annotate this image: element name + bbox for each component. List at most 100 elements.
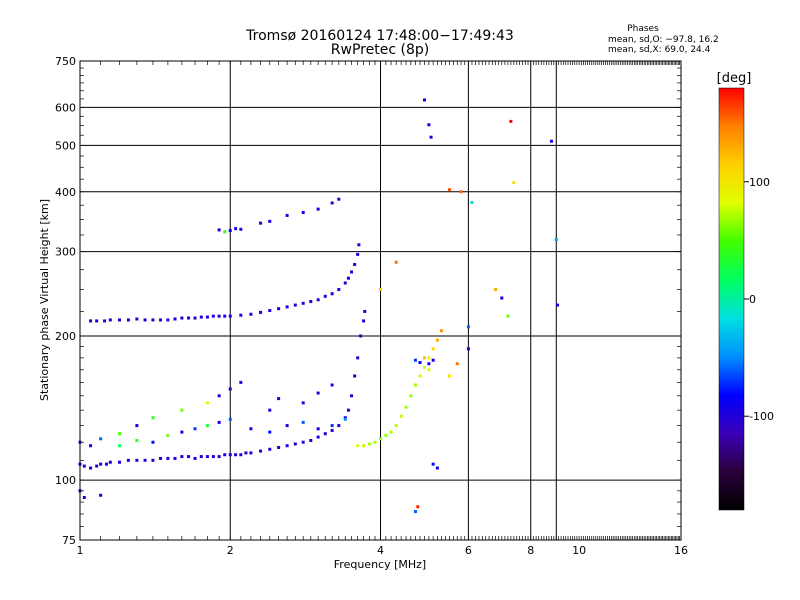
data-point xyxy=(555,303,559,307)
data-point xyxy=(431,347,435,351)
data-point xyxy=(234,227,238,231)
data-point xyxy=(404,405,408,409)
data-point xyxy=(108,460,112,464)
data-point xyxy=(373,440,377,444)
chart-subtitle: RwPretec (8p) xyxy=(331,42,429,58)
data-point xyxy=(223,314,227,318)
data-point xyxy=(205,401,209,405)
data-point xyxy=(301,211,305,215)
data-point xyxy=(268,430,272,434)
data-point xyxy=(151,416,155,420)
x-tick-label: 6 xyxy=(465,544,472,557)
data-point xyxy=(285,444,289,448)
data-point xyxy=(330,292,334,296)
data-point xyxy=(118,318,122,322)
data-point xyxy=(337,288,341,292)
data-point xyxy=(193,456,197,460)
data-point xyxy=(268,408,272,412)
data-point xyxy=(259,221,263,225)
x-tick-label: 1 xyxy=(77,544,84,557)
data-point xyxy=(500,296,504,300)
data-point xyxy=(356,444,360,448)
data-point xyxy=(151,440,155,444)
data-point xyxy=(466,347,470,351)
data-point xyxy=(422,98,426,102)
data-point xyxy=(309,300,313,304)
data-point xyxy=(379,437,382,441)
data-point xyxy=(394,260,398,264)
data-point xyxy=(180,316,184,320)
x-tick-label: 16 xyxy=(674,544,688,557)
data-point xyxy=(249,451,253,455)
plot-frame xyxy=(79,60,682,541)
data-point xyxy=(205,455,209,459)
data-point xyxy=(180,430,184,434)
data-point xyxy=(118,444,122,448)
data-point xyxy=(418,374,422,378)
data-point xyxy=(239,380,243,384)
data-point xyxy=(427,123,431,127)
data-point xyxy=(166,456,170,460)
x-tick-label: 10 xyxy=(572,544,586,557)
y-tick-label: 500 xyxy=(55,139,76,152)
y-tick-label: 300 xyxy=(55,246,76,259)
data-point xyxy=(187,316,191,320)
data-point xyxy=(135,424,139,428)
data-point xyxy=(293,442,297,446)
data-point xyxy=(435,338,439,342)
data-point xyxy=(239,227,243,231)
data-point xyxy=(211,314,215,318)
data-point xyxy=(187,455,191,459)
data-point xyxy=(239,313,243,317)
data-point xyxy=(118,432,122,436)
data-point xyxy=(268,447,272,451)
data-point xyxy=(244,451,248,455)
info-line-o: mean, sd,O: −97.8, 16.2 xyxy=(608,35,719,45)
data-point xyxy=(217,455,221,459)
data-point xyxy=(362,319,366,323)
data-point xyxy=(353,374,357,378)
data-point xyxy=(440,329,444,333)
data-point xyxy=(429,135,433,139)
data-point xyxy=(166,433,170,437)
data-point xyxy=(173,317,177,321)
x-axis-label: Frequency [MHz] xyxy=(334,558,426,571)
data-point xyxy=(549,139,553,143)
colorbar-tick-label: 100 xyxy=(749,176,770,189)
data-point xyxy=(199,315,203,319)
data-point xyxy=(362,444,366,448)
data-point xyxy=(205,424,209,428)
data-point xyxy=(180,455,184,459)
data-point xyxy=(330,424,334,428)
data-point xyxy=(159,456,163,460)
data-point xyxy=(223,230,227,234)
data-point xyxy=(422,356,426,360)
data-point xyxy=(301,301,305,305)
colorbar xyxy=(718,87,745,511)
data-point xyxy=(159,318,163,322)
data-point xyxy=(346,276,350,280)
data-point xyxy=(99,437,103,441)
data-point xyxy=(277,307,281,311)
y-tick-label: 400 xyxy=(55,186,76,199)
x-tick-label: 4 xyxy=(377,544,384,557)
data-point xyxy=(151,318,155,322)
data-point xyxy=(416,505,420,509)
data-point xyxy=(399,414,403,418)
data-point xyxy=(337,424,341,428)
data-point xyxy=(95,319,99,323)
data-point xyxy=(285,213,289,217)
data-point xyxy=(506,314,510,318)
data-point xyxy=(249,312,253,316)
data-point xyxy=(509,119,513,123)
data-point xyxy=(459,190,463,194)
data-point xyxy=(89,444,93,448)
data-point xyxy=(193,427,197,431)
data-point xyxy=(99,462,103,466)
data-point xyxy=(217,420,221,424)
data-point xyxy=(143,318,147,322)
data-point xyxy=(118,460,122,464)
data-point xyxy=(143,458,147,462)
data-point xyxy=(455,362,459,366)
data-point xyxy=(422,365,426,369)
